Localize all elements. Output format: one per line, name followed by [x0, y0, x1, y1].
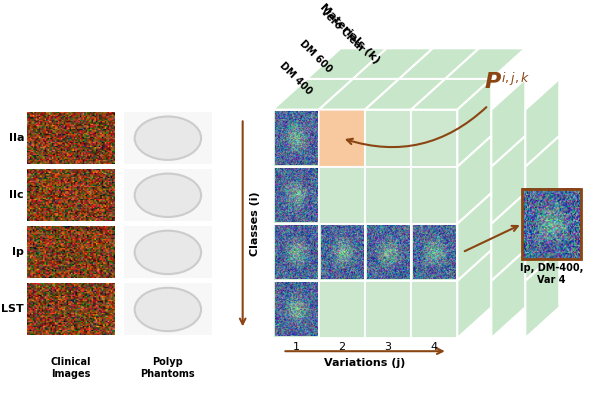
Polygon shape [411, 167, 457, 224]
Polygon shape [411, 224, 457, 281]
Polygon shape [319, 281, 365, 338]
Polygon shape [273, 224, 319, 281]
Text: Ip: Ip [12, 248, 24, 257]
Polygon shape [457, 79, 491, 167]
Polygon shape [319, 167, 365, 224]
Polygon shape [525, 193, 559, 281]
Polygon shape [491, 250, 525, 338]
Polygon shape [273, 110, 319, 167]
Polygon shape [491, 193, 525, 281]
Ellipse shape [135, 231, 201, 274]
Polygon shape [365, 281, 411, 338]
Polygon shape [525, 79, 559, 167]
Text: Variations (j): Variations (j) [324, 358, 406, 367]
Text: $\mathit{i,j,k}$: $\mathit{i,j,k}$ [501, 70, 530, 87]
Polygon shape [445, 48, 525, 79]
Polygon shape [525, 250, 559, 338]
Text: $\boldsymbol{P}$: $\boldsymbol{P}$ [484, 72, 501, 92]
Text: 3: 3 [385, 342, 391, 352]
Polygon shape [491, 79, 525, 167]
Polygon shape [319, 79, 399, 110]
Polygon shape [457, 193, 491, 281]
Polygon shape [491, 136, 525, 224]
Polygon shape [387, 17, 467, 48]
Polygon shape [365, 167, 411, 224]
Text: IIa: IIa [8, 133, 24, 143]
Polygon shape [479, 17, 559, 48]
Polygon shape [365, 224, 411, 281]
Polygon shape [307, 48, 387, 79]
Polygon shape [457, 250, 491, 338]
Polygon shape [399, 48, 479, 79]
Polygon shape [319, 110, 365, 167]
Text: Ip, DM-400,
Var 4: Ip, DM-400, Var 4 [520, 263, 583, 285]
Text: DM 600: DM 600 [298, 39, 334, 75]
Ellipse shape [135, 288, 201, 331]
Ellipse shape [135, 173, 201, 217]
Bar [522, 189, 580, 259]
Polygon shape [433, 17, 513, 48]
Polygon shape [411, 281, 457, 338]
Polygon shape [365, 110, 411, 167]
Polygon shape [365, 79, 445, 110]
Text: Vero Clear: Vero Clear [318, 6, 366, 53]
Polygon shape [525, 136, 559, 224]
Text: Classes (i): Classes (i) [250, 192, 260, 256]
Text: Clinical
Images: Clinical Images [51, 357, 91, 379]
Polygon shape [319, 224, 365, 281]
Text: IIc: IIc [10, 190, 24, 200]
Polygon shape [411, 110, 457, 167]
Text: 4: 4 [431, 342, 438, 352]
Text: Materials (k): Materials (k) [318, 2, 382, 66]
Polygon shape [411, 79, 491, 110]
Text: 2: 2 [338, 342, 345, 352]
Text: LST: LST [1, 305, 24, 314]
Text: Polyp
Phantoms: Polyp Phantoms [141, 357, 195, 379]
Polygon shape [273, 281, 319, 338]
Text: 1: 1 [292, 342, 300, 352]
Polygon shape [353, 48, 433, 79]
Polygon shape [341, 17, 421, 48]
Polygon shape [273, 79, 353, 110]
Polygon shape [457, 136, 491, 224]
Polygon shape [273, 167, 319, 224]
Text: DM 400: DM 400 [278, 60, 314, 97]
Ellipse shape [135, 116, 201, 160]
